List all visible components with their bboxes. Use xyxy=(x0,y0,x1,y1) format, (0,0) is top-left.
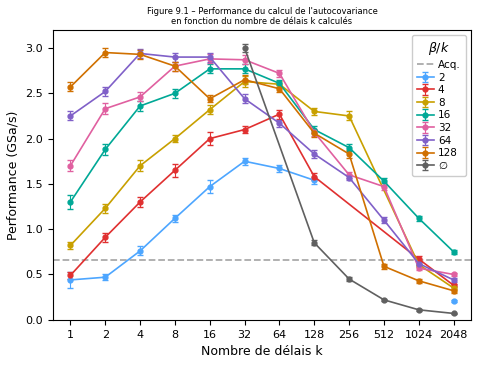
Legend: Acq., 2, 4, 8, 16, 32, 64, 128, ∅: Acq., 2, 4, 8, 16, 32, 64, 128, ∅ xyxy=(412,35,466,176)
Acq. xyxy=(67,257,73,262)
Title: Figure 9.1 – Performance du calcul de l'autocovariance
en fonction du nombre de : Figure 9.1 – Performance du calcul de l'… xyxy=(147,7,378,26)
Y-axis label: Performance (GSa/s): Performance (GSa/s) xyxy=(7,110,20,239)
X-axis label: Nombre de délais k: Nombre de délais k xyxy=(201,345,323,358)
Acq. xyxy=(102,257,108,262)
